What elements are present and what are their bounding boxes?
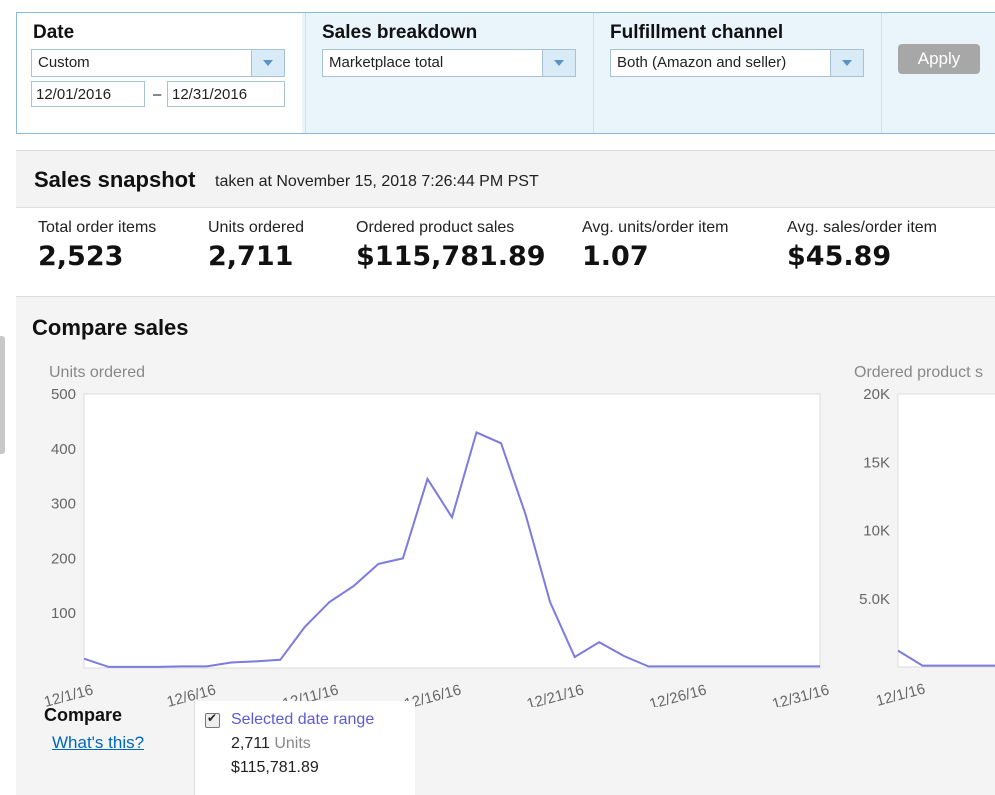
fulfillment-label: Fulfillment channel [610, 22, 784, 43]
snapshot-timestamp: taken at November 15, 2018 7:26:44 PM PS… [215, 173, 539, 190]
metric-ordered-product-sales: Ordered product sales $115,781.89 [356, 219, 546, 272]
side-feedback-tab[interactable] [0, 336, 5, 454]
units-chart-title: Units ordered [49, 364, 146, 381]
legend-units-label: Units [274, 735, 311, 752]
metric-total-order-items: Total order items 2,523 [38, 219, 156, 272]
sales-plot-area [897, 393, 995, 668]
metric-avg-units-per-order-item: Avg. units/order item 1.07 [582, 219, 728, 272]
date-range-select[interactable]: Custom [31, 49, 285, 77]
sales-series-line [897, 649, 995, 667]
x-tick-label: 12/21/16 [525, 681, 586, 707]
fulfillment-filter: Fulfillment channel Both (Amazon and sel… [593, 13, 879, 133]
sales-snapshot: Sales snapshot taken at November 15, 201… [16, 150, 995, 281]
y-tick-label: 100 [51, 605, 76, 622]
date-label: Date [33, 22, 75, 43]
apply-button[interactable]: Apply [898, 44, 980, 74]
selected-range-checkbox[interactable] [205, 711, 220, 728]
chevron-down-icon[interactable] [830, 50, 863, 76]
fulfillment-select[interactable]: Both (Amazon and seller) [610, 49, 864, 77]
snapshot-header: Sales snapshot taken at November 15, 201… [16, 151, 995, 208]
metric-value: $45.89 [787, 241, 892, 272]
compare-sales-title: Compare sales [32, 315, 189, 340]
y-tick-label: 20K [863, 386, 890, 403]
x-tick-label: 12/31/16 [770, 681, 831, 707]
chevron-down-icon[interactable] [542, 50, 575, 76]
compare-legend: Selected date range 2,711 Units $115,781… [194, 701, 415, 795]
y-tick-label: 15K [863, 454, 890, 471]
chevron-down-icon[interactable] [251, 50, 284, 76]
units-plot-area [83, 393, 821, 669]
y-tick-label: 300 [51, 496, 76, 513]
metric-label: Avg. units/order item [582, 219, 729, 236]
y-tick-label: 500 [51, 386, 76, 403]
apply-group: Apply [881, 13, 995, 133]
metric-label: Ordered product sales [356, 219, 515, 236]
start-date-input[interactable]: 12/01/2016 [31, 81, 145, 107]
y-tick-label: 200 [51, 550, 76, 567]
metric-value: 1.07 [582, 241, 649, 272]
sales-breakdown-label: Sales breakdown [322, 22, 478, 43]
sales-chart-title: Ordered product s [854, 364, 983, 381]
sales-breakdown-filter: Sales breakdown Marketplace total [305, 13, 591, 133]
legend-units-value: 2,711 [231, 735, 270, 752]
date-separator: – [153, 86, 162, 103]
x-tick-label: 12/26/16 [648, 681, 709, 707]
metric-label: Units ordered [208, 219, 305, 236]
metric-label: Avg. sales/order item [787, 219, 937, 236]
filter-bar: Date Custom 12/01/2016 – 12/31/2016 Sale… [16, 12, 995, 134]
metric-value: $115,781.89 [356, 241, 546, 272]
legend-units: 2,711 Units [231, 735, 311, 753]
metric-label: Total order items [38, 219, 157, 236]
sales-breakdown-value: Marketplace total [329, 54, 444, 71]
legend-sales: $115,781.89 [231, 759, 319, 776]
metric-value: 2,711 [208, 241, 294, 272]
sales-breakdown-select[interactable]: Marketplace total [322, 49, 576, 77]
end-date-input[interactable]: 12/31/2016 [167, 81, 285, 107]
fulfillment-value: Both (Amazon and seller) [617, 54, 787, 71]
x-tick-label: 12/1/16 [874, 680, 927, 707]
x-tick-label: 12/1/16 [42, 681, 95, 707]
y-tick-label: 10K [863, 523, 890, 540]
legend-series-name[interactable]: Selected date range [231, 711, 375, 728]
date-range-value: Custom [38, 54, 90, 71]
metric-value: 2,523 [38, 241, 124, 272]
compare-sales-section: Compare sales Units ordered Ordered prod… [16, 296, 995, 795]
units-series-line [83, 431, 820, 668]
metric-avg-sales-per-order-item: Avg. sales/order item $45.89 [787, 219, 937, 272]
whats-this-link[interactable]: What's this? [52, 733, 145, 752]
metric-units-ordered: Units ordered 2,711 [208, 219, 304, 272]
date-filter: Date Custom 12/01/2016 – 12/31/2016 [17, 13, 302, 133]
y-tick-label: 400 [51, 441, 76, 458]
y-tick-label: 5.0K [859, 591, 890, 608]
compare-label: Compare [44, 705, 123, 725]
snapshot-title: Sales snapshot [34, 167, 196, 192]
